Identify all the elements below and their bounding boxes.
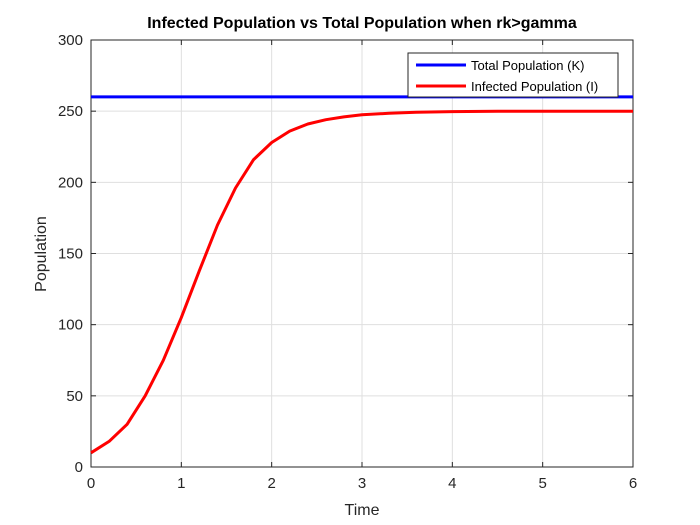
y-tick-label: 250: [58, 103, 83, 120]
y-tick-label: 0: [75, 459, 83, 476]
x-tick-label: 3: [358, 475, 366, 492]
axis-ticks: 0 1 2 3 4 5 6 0 50 100 150 200 250 300: [58, 32, 637, 492]
y-tick-label: 200: [58, 174, 83, 191]
legend-label: Infected Population (I): [471, 79, 598, 94]
legend-label: Total Population (K): [471, 58, 584, 73]
y-tick-label: 300: [58, 32, 83, 49]
legend-box: [407, 52, 619, 98]
x-tick-label: 6: [629, 475, 637, 492]
y-tick-label: 100: [58, 317, 83, 334]
y-axis-title: Population: [33, 216, 50, 292]
x-tick-label: 2: [267, 475, 275, 492]
chart-title: Infected Population vs Total Population …: [147, 15, 577, 32]
series-line-infected-population: [90, 109, 633, 455]
x-tick-label: 1: [177, 475, 185, 492]
y-tick-label: 150: [58, 246, 83, 263]
x-tick-label: 4: [448, 475, 456, 492]
x-axis-title: Time: [345, 502, 380, 519]
legend: Total Population (K) Infected Population …: [407, 52, 619, 98]
x-tick-label: 0: [87, 475, 95, 492]
x-tick-label: 5: [538, 475, 546, 492]
y-tick-label: 50: [66, 388, 83, 405]
